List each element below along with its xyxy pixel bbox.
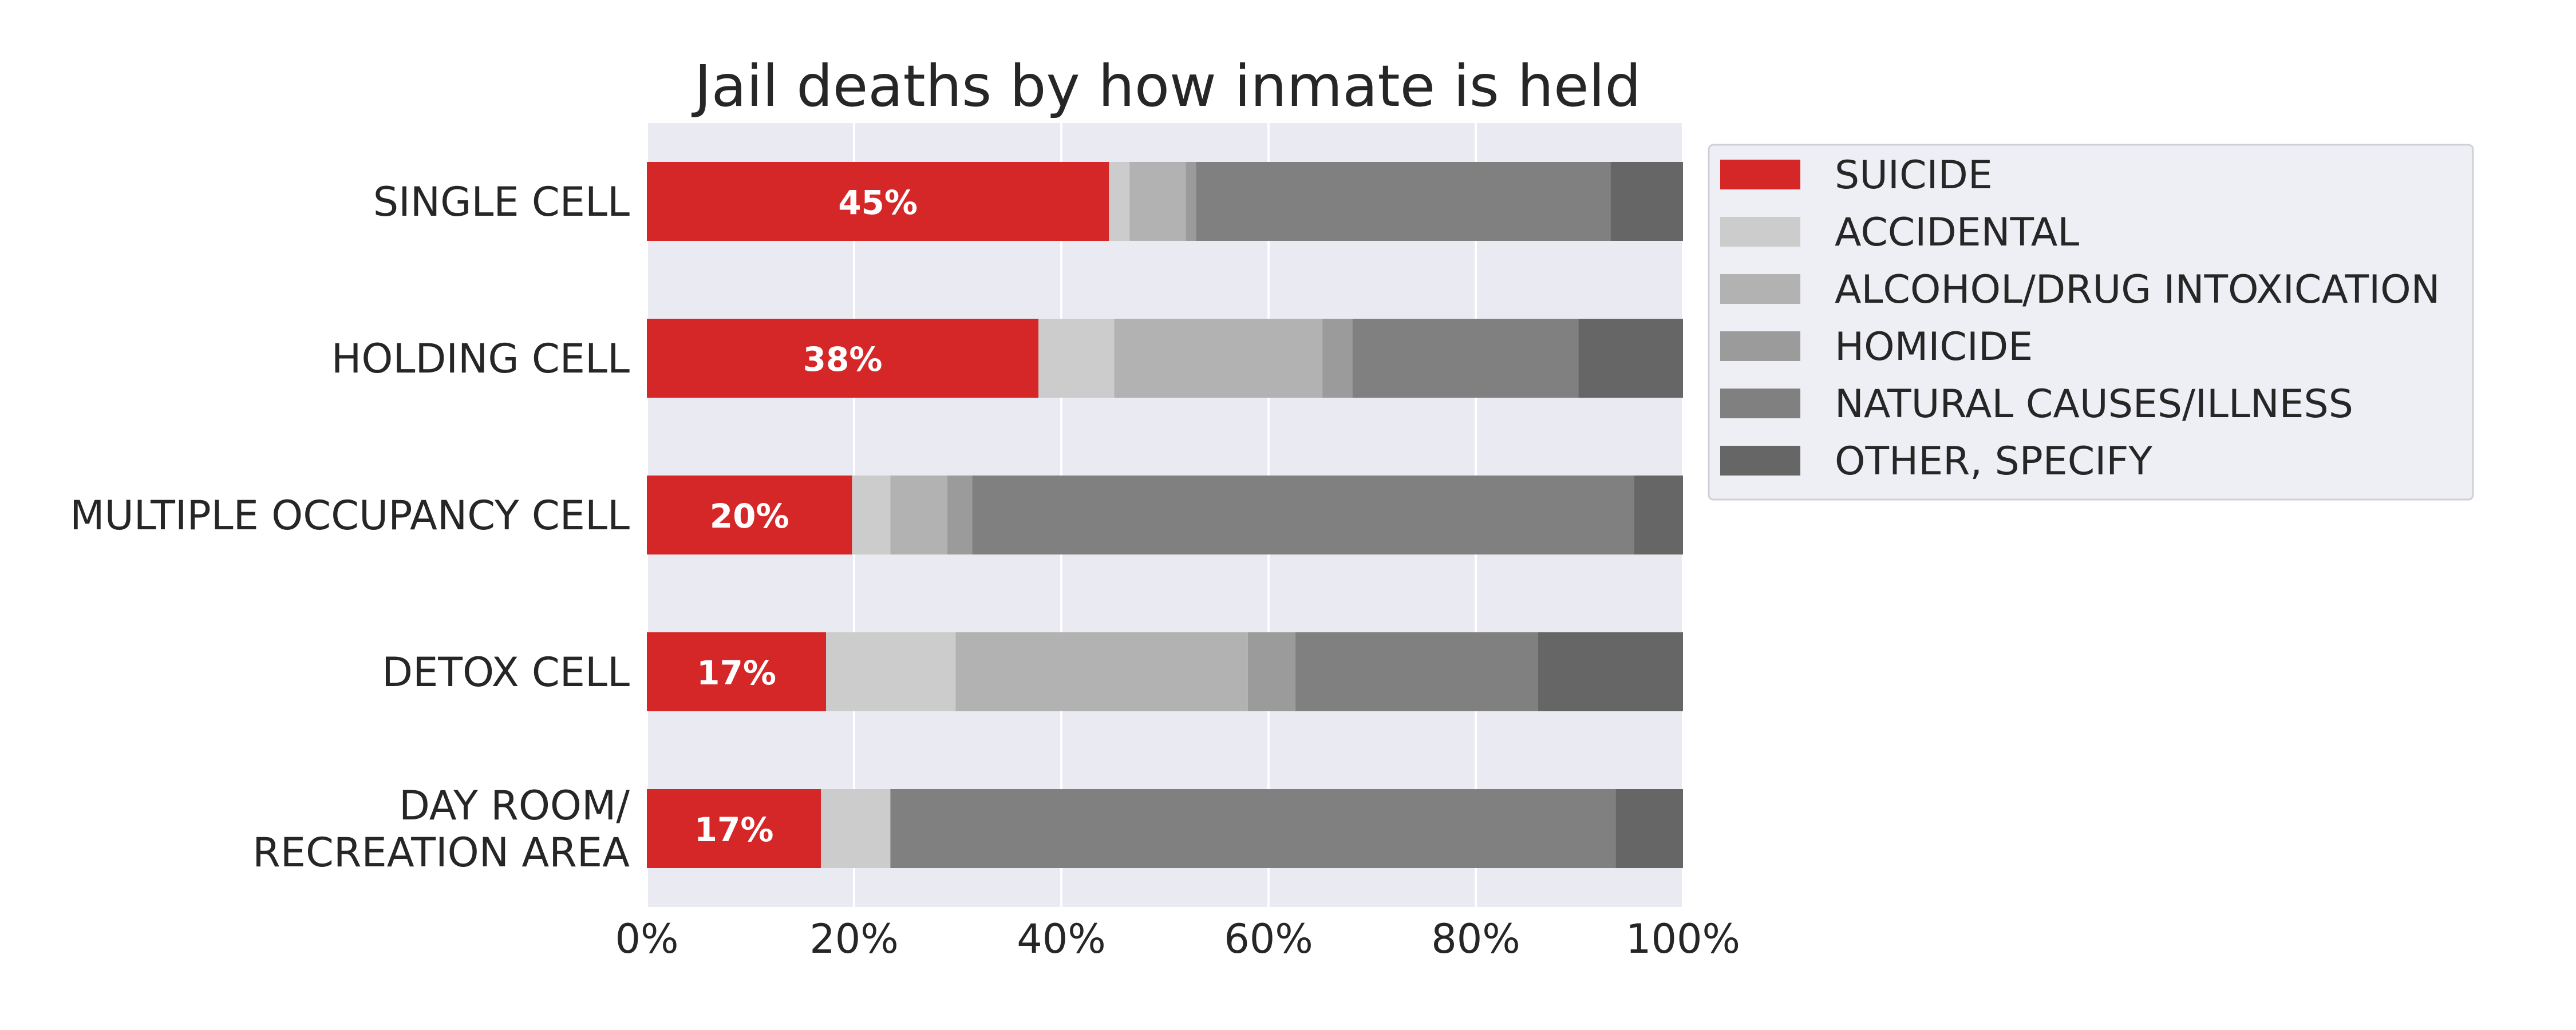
y-axis-labels: SINGLE CELL HOLDING CELL MULTIPLE OCCUPANC… <box>70 179 630 876</box>
bar-segment <box>647 162 1109 241</box>
bar-segment <box>955 632 1248 711</box>
bar-group <box>647 162 1683 868</box>
y-tick-label: SINGLE CELL <box>373 179 630 225</box>
legend-swatch <box>1720 446 1800 476</box>
y-tick-label: DETOX CELL <box>382 649 630 696</box>
bar-value-label: 38% <box>803 340 883 379</box>
bar-segment <box>1615 789 1683 868</box>
bar-segment <box>890 476 947 554</box>
legend-label: ALCOHOL/DRUG INTOXICATION <box>1835 267 2440 312</box>
x-tick-label: 80% <box>1431 916 1520 962</box>
legend: SUICIDE ACCIDENTAL ALCOHOL/DRUG INTOXICATI… <box>1708 144 2474 501</box>
chart-title: Jail deaths by how inmate is held <box>691 53 1641 120</box>
bar-value-label: 17% <box>694 810 774 849</box>
x-tick-label: 60% <box>1224 916 1313 962</box>
legend-label: NATURAL CAUSES/ILLNESS <box>1835 382 2353 427</box>
bar-segment <box>890 789 1616 868</box>
bar-segment <box>647 319 1039 398</box>
bar-segment <box>826 632 956 711</box>
bar-segment <box>1247 632 1296 711</box>
bar-segment <box>1610 162 1683 241</box>
x-tick-label: 20% <box>809 916 899 962</box>
y-tick-label: HOLDING CELL <box>331 335 630 382</box>
legend-label: HOMICIDE <box>1835 324 2033 370</box>
bar-segment <box>1295 632 1538 711</box>
bar-segment <box>1109 162 1130 241</box>
bar-segment <box>1538 632 1683 711</box>
legend-swatch <box>1720 331 1800 361</box>
y-tick-label: DAY ROOM/RECREATION AREA <box>252 782 630 876</box>
bar-value-label: 20% <box>710 497 789 536</box>
bar-segment <box>647 476 852 554</box>
x-axis-labels: 0% 20% 40% 60% 80% 100% <box>615 916 1740 962</box>
bar-segment <box>647 632 827 711</box>
legend-label: SUICIDE <box>1835 153 1993 198</box>
bar-segment <box>1578 319 1683 398</box>
bar-value-label: 17% <box>697 653 776 692</box>
bar-segment <box>852 476 891 554</box>
bar-value-label: 45% <box>838 183 918 222</box>
bar-segment <box>1196 162 1611 241</box>
bar-segment <box>1129 162 1186 241</box>
legend-label: OTHER, SPECIFY <box>1835 439 2152 484</box>
bar-segment <box>1114 319 1323 398</box>
legend-swatch <box>1720 160 1800 189</box>
bar-segment <box>1186 162 1196 241</box>
x-tick-label: 0% <box>615 916 678 962</box>
bar-segment <box>1352 319 1579 398</box>
x-tick-label: 40% <box>1017 916 1106 962</box>
bar-segment <box>1634 476 1683 554</box>
bar-segment <box>947 476 973 554</box>
legend-swatch <box>1720 274 1800 304</box>
legend-swatch <box>1720 217 1800 247</box>
bar-segment <box>821 789 891 868</box>
y-tick-label: MULTIPLE OCCUPANCY CELL <box>70 492 630 539</box>
bar-segment <box>647 789 821 868</box>
legend-box <box>1708 144 2474 501</box>
legend-label: ACCIDENTAL <box>1835 210 2079 255</box>
bar-label-group: 45% 38% 20% 17% 17% <box>694 183 918 849</box>
bar-segment <box>1038 319 1115 398</box>
legend-swatch <box>1720 389 1800 418</box>
bar-segment <box>972 476 1634 554</box>
bar-segment <box>1322 319 1353 398</box>
x-tick-label: 100% <box>1626 916 1740 962</box>
